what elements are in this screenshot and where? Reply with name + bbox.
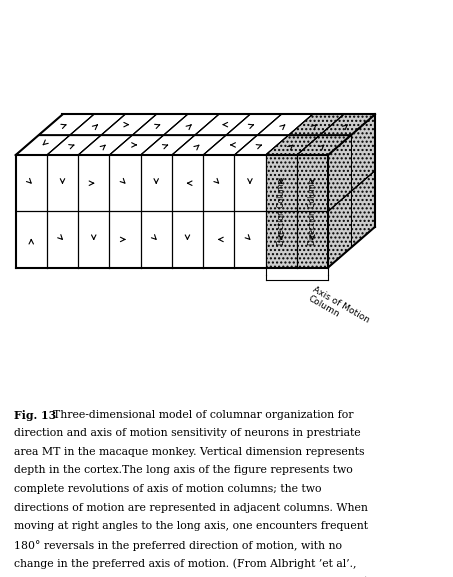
Polygon shape	[203, 155, 234, 211]
Polygon shape	[265, 155, 297, 211]
Polygon shape	[140, 211, 172, 268]
Polygon shape	[47, 155, 78, 211]
Text: depth in the cortex.The long axis of the figure represents two: depth in the cortex.The long axis of the…	[14, 466, 352, 475]
Polygon shape	[39, 114, 94, 135]
Polygon shape	[172, 211, 203, 268]
Polygon shape	[289, 114, 344, 135]
Polygon shape	[258, 114, 313, 135]
Polygon shape	[328, 135, 352, 211]
Text: change in the preferred axis of motion. (From Albright ’et al’.,: change in the preferred axis of motion. …	[14, 559, 356, 569]
Polygon shape	[109, 135, 164, 155]
Polygon shape	[15, 155, 47, 211]
Polygon shape	[101, 114, 156, 135]
Polygon shape	[265, 135, 320, 155]
Polygon shape	[140, 135, 195, 155]
Text: Direction Column: Direction Column	[277, 178, 286, 245]
Text: direction and axis of motion sensitivity of neurons in prestriate: direction and axis of motion sensitivity…	[14, 428, 360, 439]
Polygon shape	[78, 135, 133, 155]
Polygon shape	[78, 155, 109, 211]
Polygon shape	[70, 114, 125, 135]
Polygon shape	[297, 155, 328, 211]
Polygon shape	[352, 171, 375, 248]
Polygon shape	[297, 211, 328, 268]
Polygon shape	[297, 135, 352, 155]
Text: complete revolutions of axis of motion columns; the two: complete revolutions of axis of motion c…	[14, 484, 321, 494]
Text: Direction Column: Direction Column	[308, 178, 317, 245]
Polygon shape	[352, 114, 375, 191]
Text: Three-dimensional model of columnar organization for: Three-dimensional model of columnar orga…	[53, 410, 354, 419]
Polygon shape	[78, 211, 109, 268]
Text: area MT in the macaque monkey. Vertical dimension represents: area MT in the macaque monkey. Vertical …	[14, 447, 364, 457]
Polygon shape	[234, 155, 265, 211]
Polygon shape	[15, 135, 70, 155]
Polygon shape	[265, 211, 297, 268]
Polygon shape	[234, 211, 265, 268]
Polygon shape	[172, 135, 226, 155]
Polygon shape	[203, 135, 258, 155]
Polygon shape	[234, 135, 289, 155]
Polygon shape	[109, 155, 140, 211]
Polygon shape	[320, 114, 375, 135]
Polygon shape	[109, 211, 140, 268]
Polygon shape	[47, 135, 101, 155]
Polygon shape	[47, 211, 78, 268]
Polygon shape	[226, 114, 281, 135]
Text: 180° reversals in the preferred direction of motion, with no: 180° reversals in the preferred directio…	[14, 539, 342, 550]
Text: Fig. 13: Fig. 13	[14, 410, 56, 421]
Text: Axis of Motion
Column: Axis of Motion Column	[306, 284, 371, 334]
Polygon shape	[140, 155, 172, 211]
Text: moving at right angles to the long axis, one encounters frequent: moving at right angles to the long axis,…	[14, 521, 367, 531]
Text: directions of motion are represented in adjacent columns. When: directions of motion are represented in …	[14, 503, 367, 512]
Polygon shape	[164, 114, 219, 135]
Polygon shape	[15, 211, 47, 268]
Polygon shape	[328, 191, 352, 268]
Polygon shape	[203, 211, 234, 268]
Polygon shape	[195, 114, 250, 135]
Polygon shape	[172, 155, 203, 211]
Polygon shape	[133, 114, 188, 135]
